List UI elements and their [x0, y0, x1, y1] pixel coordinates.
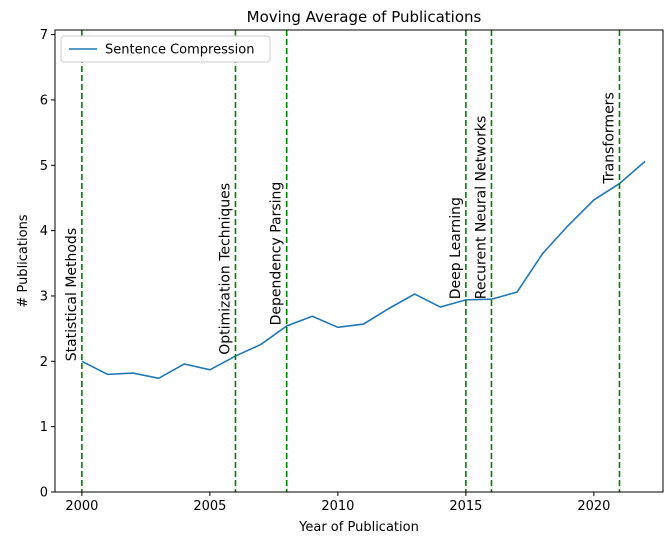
plot-frame: [54, 29, 664, 493]
x-tick-label: 2000: [65, 499, 98, 514]
x-axis-label: Year of Publication: [298, 520, 419, 535]
legend-box: [60, 35, 271, 63]
y-tick-label: 5: [40, 159, 48, 174]
x-tick-label: 2015: [449, 499, 482, 514]
legend-label: Sentence Compression: [105, 43, 254, 58]
y-axis-label: # Publications: [16, 214, 31, 307]
data-line: [81, 160, 646, 380]
event-label: Deep Learning: [448, 197, 464, 299]
y-tick-label: 6: [40, 93, 48, 108]
x-tick-label: 2010: [321, 499, 354, 514]
event-label: Recurent Neural Networks: [473, 116, 489, 300]
event-label: Dependency Parsing: [269, 182, 285, 326]
y-tick-label: 7: [40, 28, 48, 43]
x-tick-label: 2020: [577, 499, 610, 514]
event-label: Transformers: [601, 92, 617, 184]
y-tick-label: 0: [40, 486, 48, 501]
y-tick-label: 2: [40, 355, 48, 370]
y-tick-label: 4: [40, 224, 48, 239]
y-tick-label: 1: [40, 420, 48, 435]
y-tick-label: 3: [40, 289, 48, 304]
event-label: Statistical Methods: [64, 228, 80, 361]
chart-title: Moving Average of Publications: [247, 8, 482, 26]
event-label: Optimization Techniques: [217, 183, 233, 355]
x-tick-label: 2005: [193, 499, 226, 514]
